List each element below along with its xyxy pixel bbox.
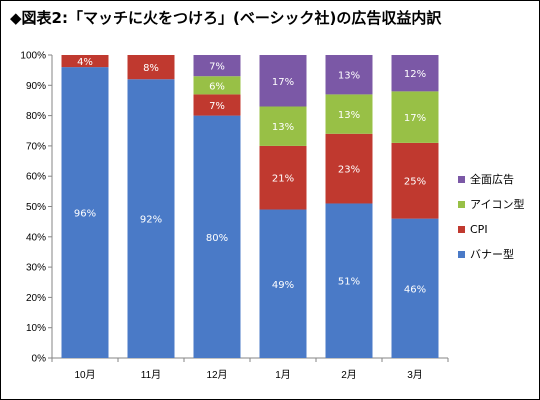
x-tick-label: 3月 (407, 369, 423, 381)
legend-label: CPI (470, 223, 488, 236)
data-label: 7% (209, 101, 225, 112)
data-label: 17% (404, 113, 426, 124)
axis-layer: 0% 10% 20% 30% 40% 50% 60% 70% 80% 90% 100% 10月 11月 1… (20, 51, 449, 381)
bar-segment (391, 218, 439, 358)
bar-segment (193, 94, 241, 116)
y-tick-label: 50% (26, 202, 46, 213)
bar-segment (325, 55, 373, 95)
bar-segment (127, 79, 175, 359)
data-label: 96% (74, 209, 96, 220)
legend-label: バナー型 (470, 247, 514, 261)
data-label: 46% (404, 284, 426, 295)
bar-segment (61, 67, 109, 359)
y-tick-label: 20% (26, 293, 46, 304)
bar-segment (193, 76, 241, 95)
bar-segment (259, 209, 307, 358)
y-tick-label: 70% (26, 141, 46, 152)
x-tick-label: 10月 (74, 369, 95, 381)
data-label: 13% (338, 110, 360, 121)
bar-segment (391, 91, 439, 143)
legend-swatch (458, 176, 465, 183)
legend-swatch (458, 251, 465, 258)
y-tick-label: 60% (26, 172, 46, 183)
chart-title: ◆図表2:「マッチに火をつけろ」(ベーシック社)の広告収益内訳 (10, 9, 442, 27)
data-label: 17% (272, 77, 294, 88)
bar-segment (259, 145, 307, 210)
data-label-layer: 96% 4% 92% 8% 80% 7% 6% 7% 49% 21% 13% 17% 51% 23% 13%… (74, 57, 426, 295)
y-tick-label: 30% (26, 263, 46, 274)
data-label: 4% (77, 57, 93, 68)
y-tick-label: 40% (26, 232, 46, 243)
y-tick-label: 0% (32, 354, 47, 365)
data-label: 6% (209, 81, 225, 92)
data-label: 80% (206, 233, 228, 244)
y-tick-label: 10% (26, 323, 46, 334)
data-label: 49% (272, 280, 294, 291)
bar-segment (325, 94, 373, 134)
legend-swatch (458, 201, 465, 208)
bar-segment (325, 133, 373, 204)
bar-segment (193, 55, 241, 77)
data-label: 51% (338, 277, 360, 288)
bar-segment (259, 55, 307, 107)
y-tick-label: 100% (20, 51, 46, 62)
data-label: 12% (404, 69, 426, 80)
legend-label: アイコン型 (470, 197, 524, 211)
bar-segment (127, 55, 175, 80)
bar-segment (391, 55, 439, 92)
x-tick-label: 2月 (341, 369, 357, 381)
data-label: 7% (209, 62, 225, 73)
x-tick-label: 11月 (141, 369, 161, 381)
data-label: 92% (140, 215, 162, 226)
data-label: 21% (272, 174, 294, 185)
data-label: 8% (143, 63, 159, 74)
data-label: 13% (338, 71, 360, 82)
data-label: 23% (338, 165, 360, 176)
legend-label: 全面広告 (470, 172, 514, 186)
data-label: 13% (272, 122, 294, 133)
y-tick-label: 90% (26, 81, 46, 92)
bar-segment (61, 55, 109, 68)
bar-segment (391, 142, 439, 219)
bar-segment (259, 106, 307, 146)
bar-segment (193, 115, 241, 358)
y-tick-label: 80% (26, 111, 46, 122)
bar-segment (325, 203, 373, 358)
x-tick-label: 12月 (206, 369, 227, 381)
data-label: 25% (404, 177, 426, 188)
x-tick-label: 1月 (275, 369, 291, 381)
bar-layer (61, 55, 439, 359)
legend-swatch (458, 226, 465, 233)
